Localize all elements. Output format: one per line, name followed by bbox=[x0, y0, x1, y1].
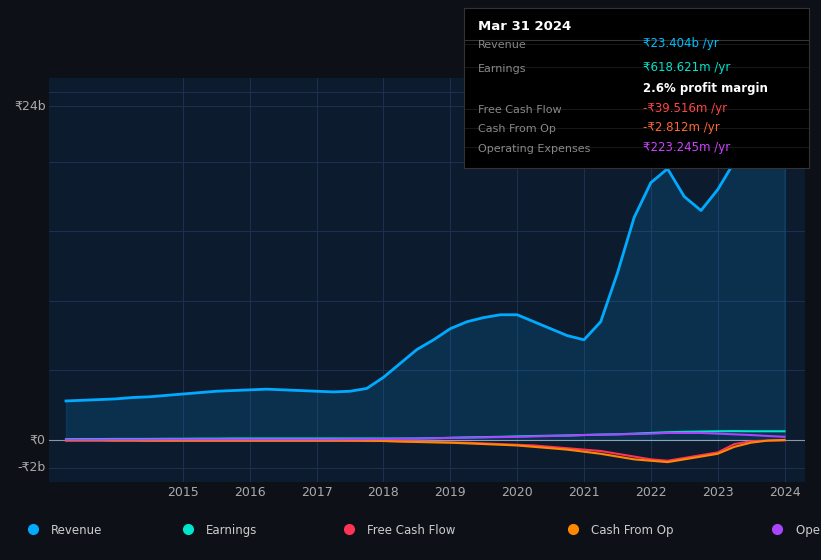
Text: -₹39.516m /yr: -₹39.516m /yr bbox=[643, 102, 727, 115]
Text: ₹618.621m /yr: ₹618.621m /yr bbox=[643, 61, 731, 74]
Text: -₹2b: -₹2b bbox=[17, 461, 45, 474]
Text: Cash From Op: Cash From Op bbox=[478, 124, 556, 134]
Text: Mar 31 2024: Mar 31 2024 bbox=[478, 20, 571, 32]
Text: Earnings: Earnings bbox=[478, 64, 526, 74]
Text: ₹24b: ₹24b bbox=[14, 100, 45, 113]
Text: ₹0: ₹0 bbox=[30, 433, 45, 446]
Text: Cash From Op: Cash From Op bbox=[591, 524, 673, 538]
Text: Operating Expenses: Operating Expenses bbox=[478, 143, 590, 153]
Text: Free Cash Flow: Free Cash Flow bbox=[367, 524, 456, 538]
Text: Operating Expenses: Operating Expenses bbox=[796, 524, 821, 538]
Text: Earnings: Earnings bbox=[206, 524, 258, 538]
Text: Free Cash Flow: Free Cash Flow bbox=[478, 105, 562, 115]
Text: 2.6% profit margin: 2.6% profit margin bbox=[643, 82, 768, 95]
Text: ₹23.404b /yr: ₹23.404b /yr bbox=[643, 37, 719, 50]
Text: -₹2.812m /yr: -₹2.812m /yr bbox=[643, 122, 720, 134]
Text: Revenue: Revenue bbox=[51, 524, 103, 538]
Text: ₹223.245m /yr: ₹223.245m /yr bbox=[643, 141, 731, 153]
Text: Revenue: Revenue bbox=[478, 40, 526, 50]
